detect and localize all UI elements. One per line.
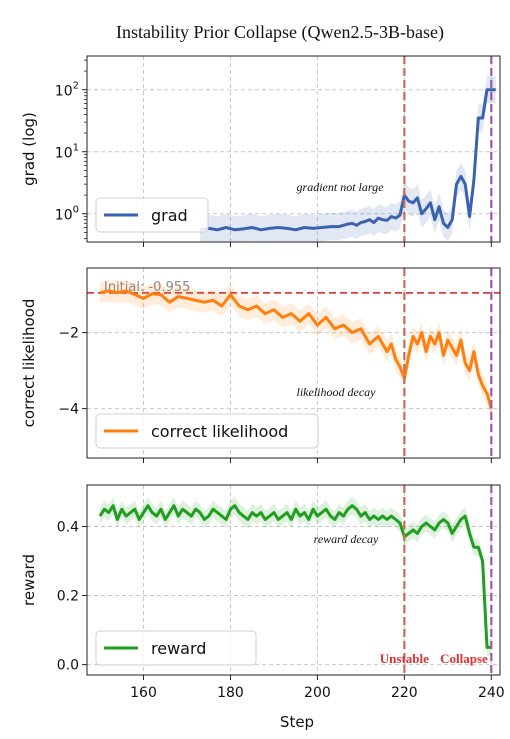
legend-box xyxy=(95,630,257,666)
x-tick-label: 240 xyxy=(478,685,505,701)
series-line-2 xyxy=(99,289,493,410)
legend-label: grad xyxy=(151,206,188,225)
y-axis-label: correct likelihood xyxy=(20,299,38,428)
x-tick-label: 180 xyxy=(217,685,244,701)
legend-box xyxy=(95,413,319,449)
plot-frame xyxy=(86,55,501,243)
y-tick-label: −4 xyxy=(58,402,79,418)
panel-1: 100 101 102 grad (log) gradient not large gra… xyxy=(20,55,501,247)
annotation-text: likelihood decay xyxy=(297,385,377,399)
x-axis-label: Step xyxy=(280,713,314,731)
x-tick-label: 220 xyxy=(391,685,418,701)
y-tick-label: 101 xyxy=(55,143,79,162)
plot-frame xyxy=(86,484,501,676)
y-axis-label: grad (log) xyxy=(20,112,38,186)
panel-3: 160 180 200 220 240 0.0 0.2 0.4 reward reward dec… xyxy=(20,484,505,701)
series-band-1 xyxy=(200,76,496,242)
annotation-text: reward decay xyxy=(314,532,379,546)
chart-title: Instability Prior Collapse (Qwen2.5-3B-b… xyxy=(116,22,444,43)
y-axis-label: reward xyxy=(20,554,38,606)
unstable-label: Unstable xyxy=(380,651,429,666)
y-tick-label: 100 xyxy=(55,205,79,224)
x-tick-label: 200 xyxy=(304,685,331,701)
plot-frame xyxy=(86,267,501,459)
series-band-2 xyxy=(100,280,492,420)
y-tick-label: 0.4 xyxy=(57,519,79,535)
y-tick-label: −2 xyxy=(58,326,79,342)
legend-label: reward xyxy=(151,639,206,658)
series-band-3 xyxy=(100,497,492,656)
annotation-text: gradient not large xyxy=(297,180,385,194)
legend-label: correct likelihood xyxy=(151,422,288,441)
y-tick-label: 0.0 xyxy=(57,658,79,674)
y-tick-label: 0.2 xyxy=(57,589,79,605)
collapse-label: Collapse xyxy=(440,651,488,666)
y-tick-label: 102 xyxy=(55,81,79,100)
series-line-3 xyxy=(98,504,492,649)
legend-box xyxy=(95,197,209,233)
x-tick-label: 160 xyxy=(130,685,157,701)
panels: 100 101 102 grad (log) gradient not large gra… xyxy=(20,55,505,701)
series-line-1 xyxy=(199,88,496,232)
